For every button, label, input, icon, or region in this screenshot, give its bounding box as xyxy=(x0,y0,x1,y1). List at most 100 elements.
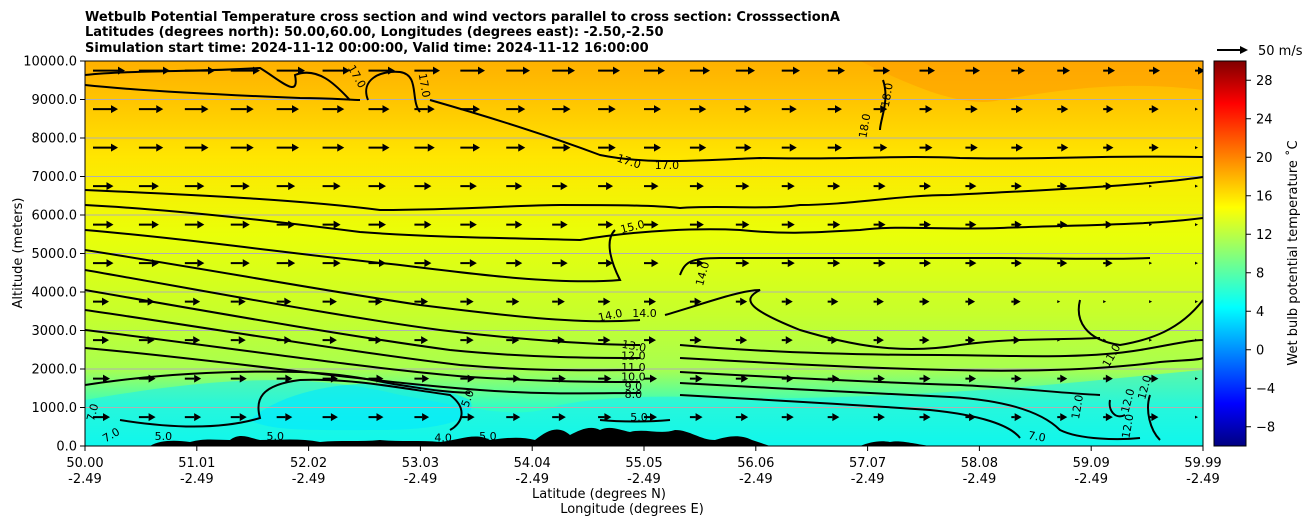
wind-vector-head xyxy=(925,105,933,114)
quiver-key-label: 50 m/s xyxy=(1258,44,1303,59)
contour-label: 7.0 xyxy=(84,402,101,422)
wind-vector-head xyxy=(1106,143,1114,152)
wind-vector xyxy=(93,413,110,422)
wind-vector-head xyxy=(1013,297,1021,306)
wind-vector-head xyxy=(1014,220,1022,229)
wind-vector xyxy=(93,182,114,191)
wind-vector xyxy=(598,66,620,75)
wind-vector-head xyxy=(603,336,611,345)
x-tick-label-latitude: 59.99 xyxy=(1184,456,1221,471)
wind-vector xyxy=(781,413,794,422)
wind-vector-head xyxy=(1061,105,1069,114)
wind-vector xyxy=(919,66,935,75)
wind-vector xyxy=(689,374,703,383)
wind-vector xyxy=(1057,66,1070,75)
wind-vector-head xyxy=(424,182,432,191)
wind-vector xyxy=(460,143,480,152)
wind-vector-head xyxy=(469,182,477,191)
wind-vector-head xyxy=(1060,182,1068,191)
x-axis-label-longitude: Longitude (degrees E) xyxy=(560,502,704,517)
wind-vector xyxy=(184,143,209,152)
wind-vector-head xyxy=(838,66,845,75)
wind-vector xyxy=(965,259,977,268)
wind-vector xyxy=(506,413,521,422)
wind-vector-head xyxy=(560,220,568,229)
wind-vector xyxy=(1057,259,1068,268)
wind-vector xyxy=(781,105,797,114)
wind-vector xyxy=(506,66,530,75)
wind-vector xyxy=(460,336,474,345)
wind-vector xyxy=(1149,300,1153,304)
wind-vector xyxy=(919,220,931,229)
wind-vector-head xyxy=(563,143,571,152)
y-tick-label: 3000.0 xyxy=(32,324,78,339)
wind-vector xyxy=(781,336,793,345)
wind-vector xyxy=(93,66,125,75)
wind-vector-head xyxy=(1151,413,1159,422)
wind-vector-head xyxy=(148,413,156,422)
wind-vector xyxy=(138,220,159,229)
wind-vector xyxy=(873,413,885,422)
contour-label: 11.0 xyxy=(621,361,646,374)
x-tick-label-latitude: 54.04 xyxy=(514,456,551,471)
colorbar-tick-label: −8 xyxy=(1256,420,1275,435)
wind-vector-head xyxy=(922,336,930,345)
wind-vector-head xyxy=(608,143,616,152)
wind-vector-head xyxy=(337,105,345,114)
wind-vector xyxy=(1011,220,1022,229)
wind-vector xyxy=(276,220,296,229)
wind-vector xyxy=(873,297,884,306)
contour-label: 5.0 xyxy=(267,430,285,443)
wind-vector xyxy=(1103,338,1107,342)
wind-vector-head xyxy=(699,143,707,152)
wind-vector-head xyxy=(427,143,435,152)
wind-vector-head xyxy=(151,182,159,191)
wind-vector xyxy=(1011,336,1021,345)
wind-vector xyxy=(368,66,395,75)
wind-vector xyxy=(781,374,794,383)
wind-vector-head xyxy=(1014,413,1022,422)
wind-vector-head xyxy=(970,105,978,114)
wind-vector xyxy=(1103,182,1113,191)
wind-vector-head xyxy=(924,259,931,268)
wind-vector xyxy=(138,182,159,191)
wind-vector xyxy=(735,220,750,229)
contour-15-upper xyxy=(85,176,1203,212)
wind-vector-head xyxy=(379,259,386,268)
contour-11 xyxy=(85,289,1203,372)
wind-vector-head xyxy=(106,220,114,229)
wind-vector-head xyxy=(833,220,841,229)
wind-vector xyxy=(1057,374,1068,383)
wind-vector xyxy=(1149,413,1159,422)
wind-vector-head xyxy=(560,182,568,191)
x-tick-label-latitude: 50.00 xyxy=(66,456,103,471)
wind-vector xyxy=(276,259,296,268)
wind-vector xyxy=(781,259,795,268)
wind-vector xyxy=(230,374,247,383)
wind-vector xyxy=(552,336,565,345)
contour-label: 9.0 xyxy=(625,380,643,393)
wind-vector-head xyxy=(102,336,109,345)
wind-vector-head xyxy=(833,182,841,191)
wind-vector-head xyxy=(883,66,890,75)
wind-vector xyxy=(1103,259,1113,268)
wind-vector-head xyxy=(876,297,884,306)
wind-vector xyxy=(919,105,933,114)
wind-vector-head xyxy=(242,220,250,229)
wind-vector-head xyxy=(603,297,611,306)
wind-vector-head xyxy=(375,336,383,345)
x-tick-label-latitude: 55.05 xyxy=(625,456,662,471)
wind-vector-head xyxy=(832,374,840,383)
wind-vector-head xyxy=(924,220,931,229)
wind-vector xyxy=(689,66,710,75)
wind-vector-head xyxy=(969,374,977,383)
wind-vector xyxy=(965,374,977,383)
wind-vector xyxy=(230,413,247,422)
wind-vector-head xyxy=(742,259,750,268)
wind-vector xyxy=(644,220,659,229)
wind-vector xyxy=(827,143,842,152)
wind-vector-head xyxy=(329,297,337,306)
wind-vector xyxy=(1195,377,1198,381)
x-tick-label-longitude: -2.49 xyxy=(963,472,997,487)
wind-vector xyxy=(735,66,755,75)
